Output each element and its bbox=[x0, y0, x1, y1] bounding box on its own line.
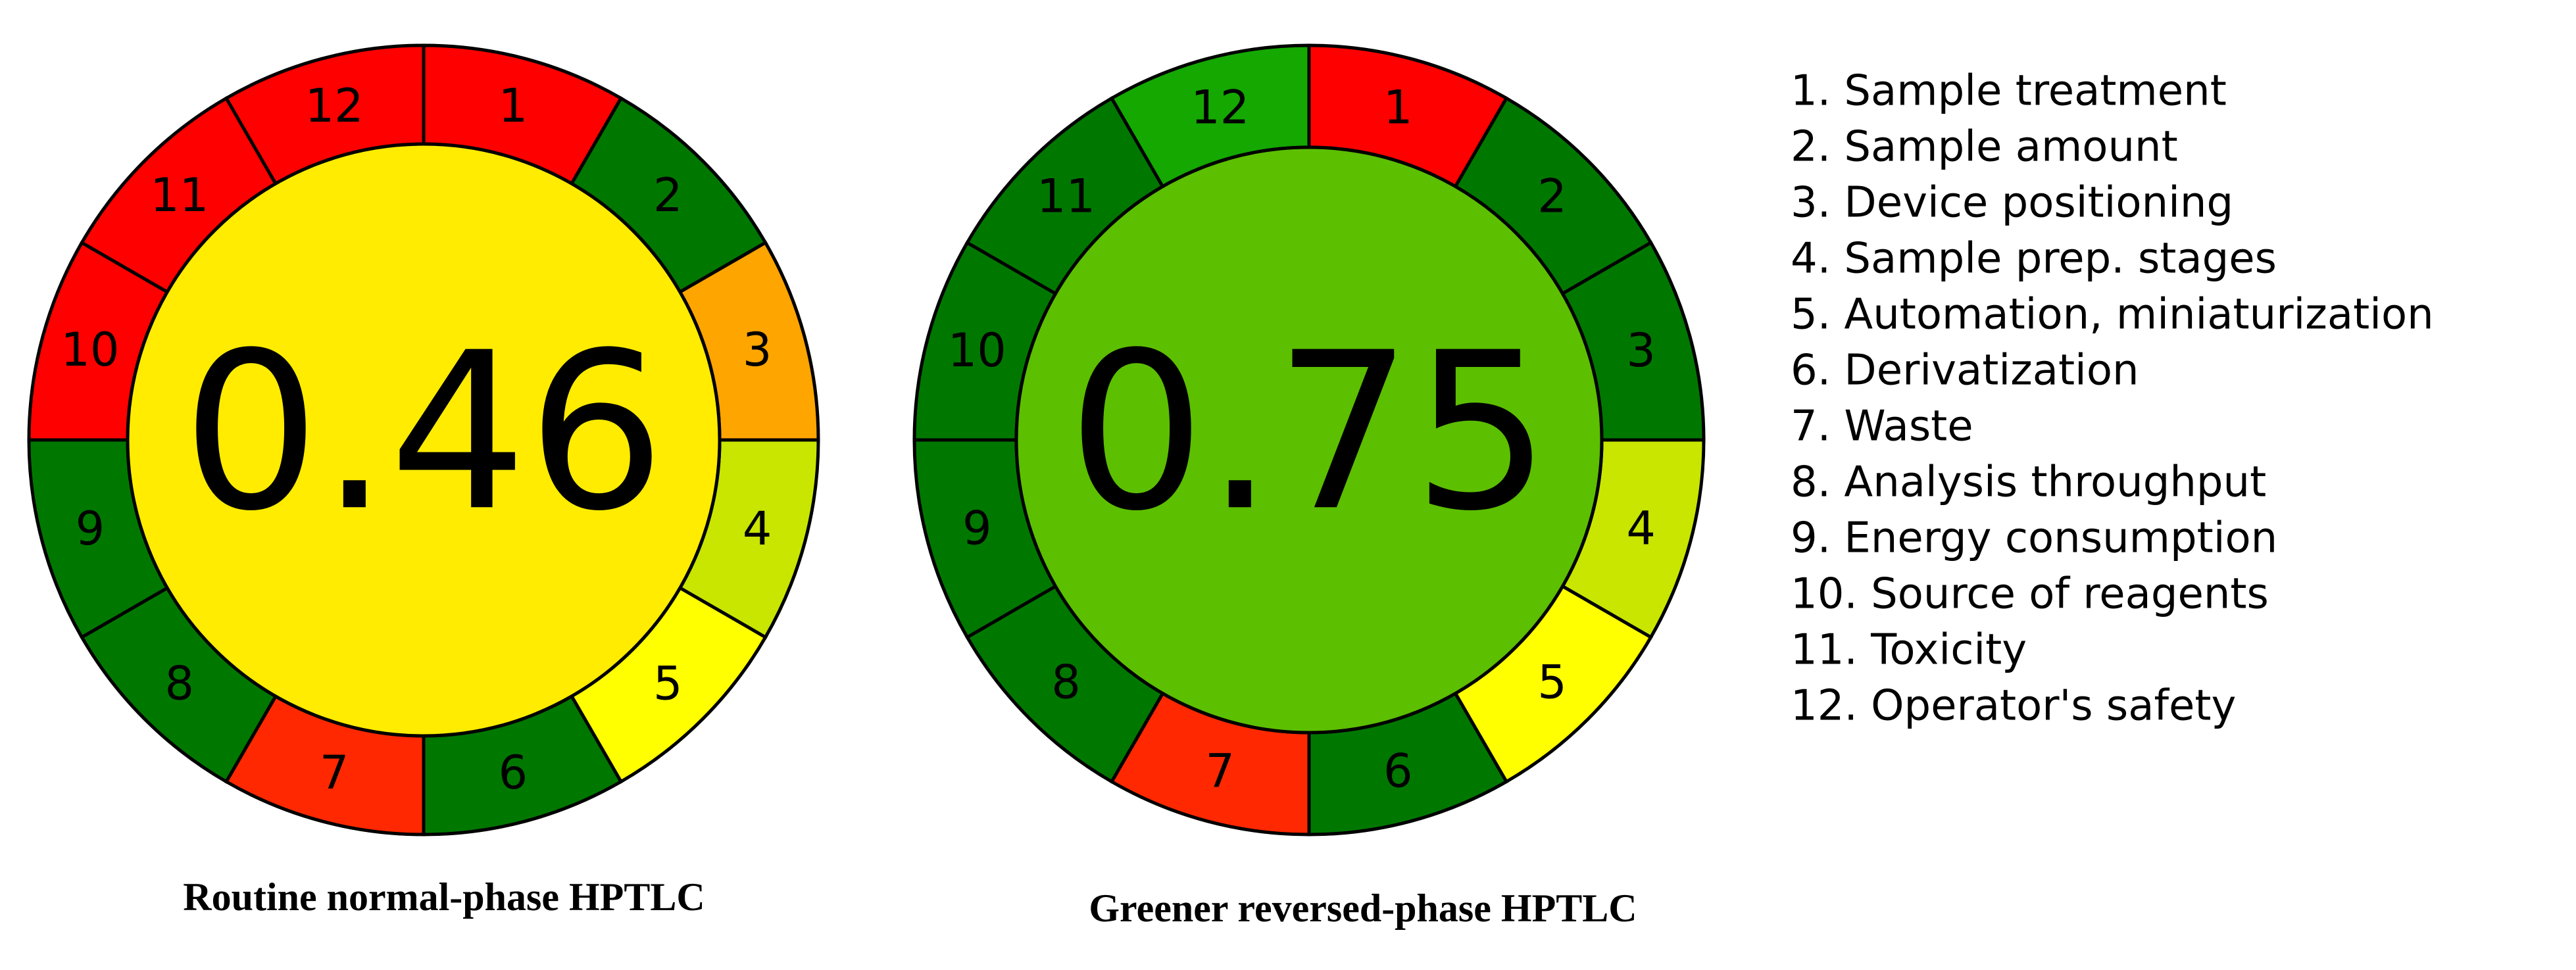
segment-label: 5 bbox=[1537, 655, 1567, 709]
legend-item: 4. Sample prep. stages bbox=[1791, 235, 2277, 283]
segment-label: 12 bbox=[1191, 80, 1249, 134]
legend-item: 8. Analysis throughput bbox=[1791, 458, 2266, 507]
segment-label: 2 bbox=[1537, 170, 1567, 224]
segment-label: 10 bbox=[61, 323, 119, 377]
legend-item: 12. Operator's safety bbox=[1791, 682, 2236, 731]
segment-label: 1 bbox=[1383, 80, 1413, 134]
legend-item: 11. Toxicity bbox=[1791, 626, 2027, 675]
segment-label: 5 bbox=[653, 656, 683, 710]
segment-label: 8 bbox=[164, 656, 194, 710]
segment-label: 4 bbox=[1626, 501, 1656, 555]
segment-label: 4 bbox=[743, 502, 772, 556]
score: 0.75 bbox=[1068, 306, 1551, 558]
segment-label: 9 bbox=[962, 501, 992, 555]
legend-item: 3. Device positioning bbox=[1791, 179, 2233, 228]
score-circle bbox=[126, 142, 722, 738]
segment-label: 7 bbox=[320, 746, 349, 800]
segment-label: 3 bbox=[743, 323, 772, 377]
legend-item: 6. Derivatization bbox=[1791, 347, 2139, 395]
segment-label: 6 bbox=[1383, 744, 1413, 798]
score: 0.46 bbox=[182, 306, 666, 558]
legend-item: 7. Waste bbox=[1791, 402, 1973, 451]
segment-label: 9 bbox=[76, 502, 105, 556]
segment-label: 12 bbox=[305, 79, 364, 133]
legend-item: 1. Sample treatment bbox=[1791, 67, 2227, 116]
segment-label: 1 bbox=[499, 79, 528, 133]
caption: Routine normal-phase HPTLC bbox=[183, 875, 705, 919]
legend-item: 5. Automation, miniaturization bbox=[1791, 291, 2434, 339]
segment-label: 6 bbox=[499, 746, 528, 800]
segment-label: 11 bbox=[150, 168, 209, 222]
segment-label: 10 bbox=[948, 324, 1006, 377]
score-circle bbox=[1014, 145, 1604, 735]
legend-item: 2. Sample amount bbox=[1791, 123, 2178, 172]
segment-label: 2 bbox=[653, 168, 683, 222]
segment-label: 8 bbox=[1051, 655, 1081, 709]
segment-label: 7 bbox=[1205, 744, 1235, 798]
segment-label: 11 bbox=[1037, 170, 1095, 224]
legend-item: 9. Energy consumption bbox=[1791, 514, 2277, 563]
legend-item: 10. Source of reagents bbox=[1791, 570, 2269, 619]
segment-label: 3 bbox=[1626, 324, 1656, 377]
caption: Greener reversed-phase HPTLC bbox=[1089, 886, 1637, 930]
